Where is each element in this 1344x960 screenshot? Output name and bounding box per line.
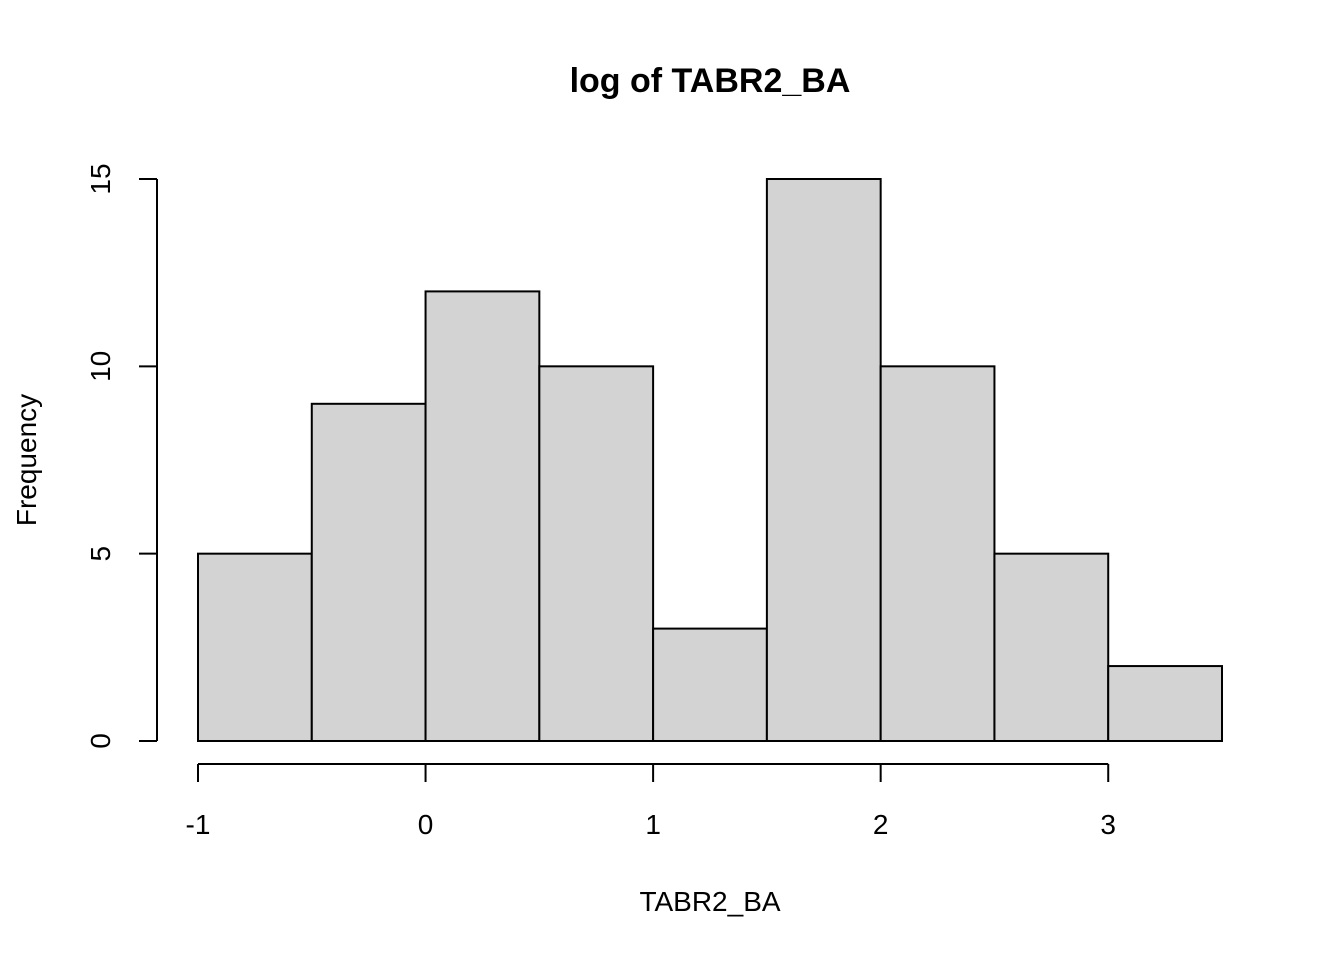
histogram-bar [652, 627, 768, 742]
bars-group [197, 178, 1223, 743]
x-axis-label: TABR2_BA [639, 886, 780, 917]
x-tick-label: 1 [645, 809, 661, 840]
y-tick-label: 10 [85, 351, 116, 382]
x-axis: -1 0 1 2 3 [186, 763, 1116, 840]
x-tick-label: -1 [186, 809, 211, 840]
y-axis-label: Frequency [11, 394, 42, 526]
y-tick-label: 0 [85, 733, 116, 749]
y-tick-label: 15 [85, 163, 116, 194]
histogram-bar [538, 365, 655, 742]
x-tick-label: 2 [873, 809, 889, 840]
x-tick-label: 3 [1100, 809, 1116, 840]
histogram-bar [424, 290, 541, 742]
histogram-bar [765, 178, 882, 742]
chart-title: log of TABR2_BA [570, 62, 851, 100]
y-axis: 0 5 10 15 [85, 163, 158, 749]
histogram-bar [197, 552, 313, 743]
histogram-bar [310, 402, 427, 742]
histogram-bar [993, 552, 1110, 743]
histogram-bar [1107, 665, 1223, 742]
x-tick-label: 0 [418, 809, 434, 840]
histogram-bar [879, 365, 996, 742]
y-tick-label: 5 [85, 546, 116, 562]
